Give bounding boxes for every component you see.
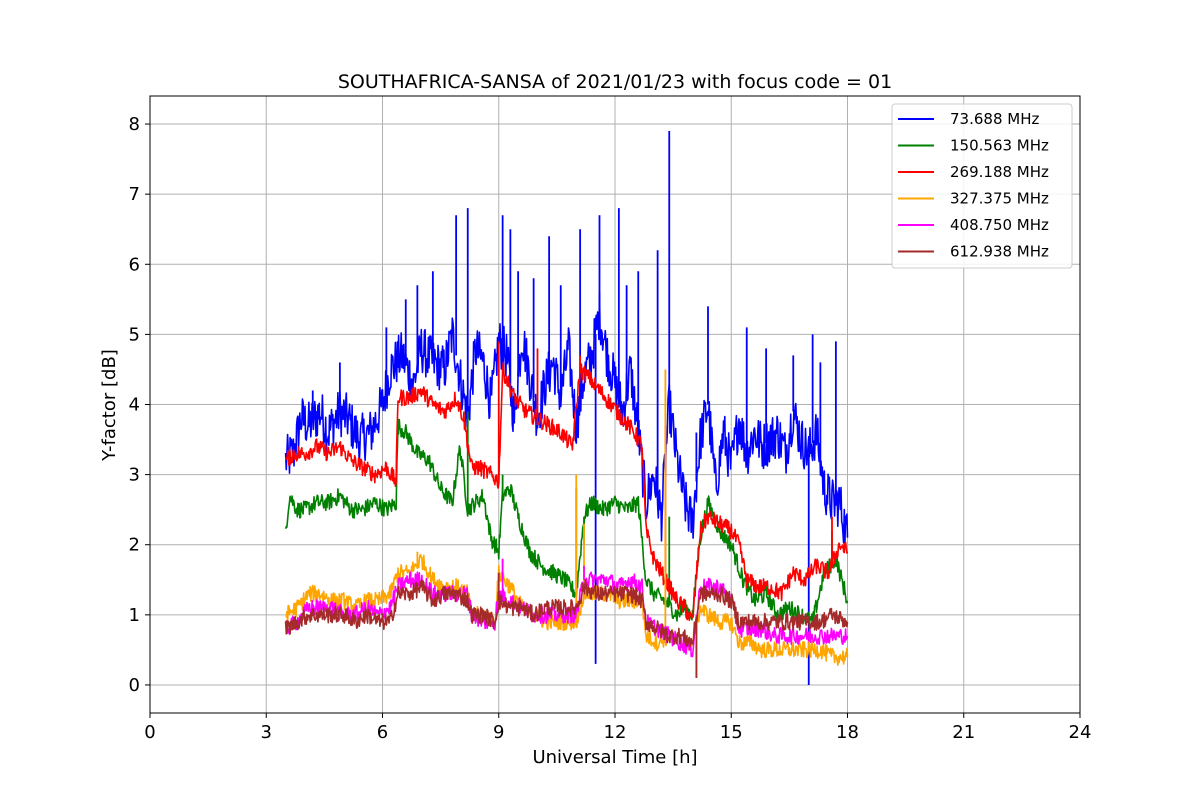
x-tick-label: 24: [1069, 722, 1092, 743]
x-tick-label: 6: [377, 722, 388, 743]
y-tick-label: 3: [129, 465, 140, 486]
series-73-688-mhz: [284, 131, 849, 685]
x-tick-label: 0: [144, 722, 155, 743]
y-tick-label: 6: [129, 254, 140, 275]
legend-label: 408.750 MHz: [950, 216, 1049, 234]
y-axis-label: Y-factor [dB]: [99, 349, 120, 462]
x-axis-label: Universal Time [h]: [532, 747, 697, 768]
x-tick-label: 3: [261, 722, 272, 743]
legend-label: 73.688 MHz: [950, 110, 1039, 128]
y-tick-label: 7: [129, 184, 140, 205]
series-layer: [284, 131, 849, 685]
chart-title: SOUTHAFRICA-SANSA of 2021/01/23 with foc…: [338, 71, 892, 93]
series-327-375-mhz: [285, 369, 849, 667]
series-line: [284, 290, 849, 546]
series-line: [284, 418, 849, 626]
legend-label: 150.563 MHz: [950, 137, 1049, 155]
x-tick-label: 12: [604, 722, 627, 743]
x-tick-label: 18: [836, 722, 859, 743]
x-tick-label: 15: [720, 722, 743, 743]
x-tick-label: 21: [952, 722, 975, 743]
series-line: [284, 578, 849, 648]
legend: 73.688 MHz 150.563 MHz 269.188 MHz 327.375 …: [891, 103, 1073, 269]
series-line: [285, 553, 849, 667]
x-tick-label: 9: [493, 722, 504, 743]
legend-box: [891, 103, 1073, 269]
y-tick-label: 1: [129, 605, 140, 626]
y-tick-label: 0: [129, 675, 140, 696]
series-612-938-mhz: [284, 572, 849, 678]
y-tick-label: 4: [129, 395, 140, 416]
legend-label: 327.375 MHz: [950, 190, 1049, 208]
y-tick-label: 8: [129, 114, 140, 135]
legend-label: 612.938 MHz: [950, 243, 1049, 261]
legend-label: 269.188 MHz: [950, 163, 1049, 181]
y-tick-label: 5: [129, 324, 140, 345]
series-line: [284, 571, 849, 658]
y-tick-label: 2: [129, 535, 140, 556]
series-line: [284, 361, 849, 622]
